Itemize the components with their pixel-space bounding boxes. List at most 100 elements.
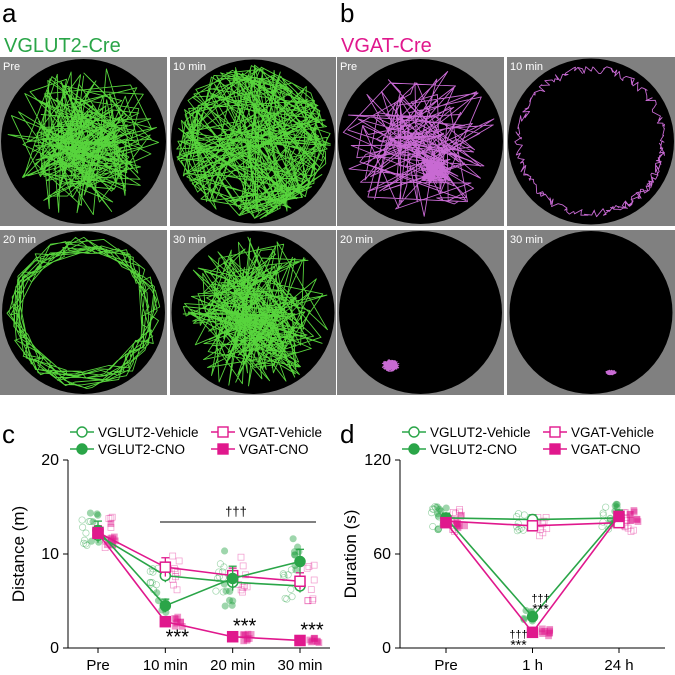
individual-point: [146, 578, 154, 586]
individual-point: [107, 524, 115, 531]
individual-point: [454, 522, 461, 530]
individual-point: [171, 615, 179, 622]
individual-point: [613, 500, 621, 508]
individual-point: [541, 627, 549, 635]
individual-point: [212, 587, 220, 595]
locomotion-track: [176, 64, 331, 219]
individual-point: [148, 579, 156, 587]
legend-entry: VGLUT2-Vehicle: [70, 425, 199, 440]
individual-point: [170, 581, 177, 589]
individual-point: [307, 638, 315, 646]
individual-point: [454, 519, 461, 527]
individual-point: [627, 517, 635, 525]
series-line: [97, 529, 301, 607]
individual-point: [633, 515, 641, 523]
individual-point: [307, 586, 315, 593]
individual-point: [434, 510, 442, 518]
individual-point: [456, 506, 463, 513]
legend-entry: VGAT-CNO: [543, 442, 641, 457]
individual-point: [430, 505, 438, 513]
significance-stars: ***: [233, 616, 257, 638]
individual-point: [429, 522, 437, 531]
individual-point: [546, 629, 554, 637]
individual-point: [228, 601, 236, 609]
locomotion-track: [381, 359, 400, 372]
arena-time-label: 30 min: [173, 234, 206, 246]
locomotion-track: [605, 369, 617, 376]
individual-point: [428, 505, 437, 513]
individual-point: [630, 526, 637, 534]
individual-point: [86, 517, 95, 525]
individual-point: [538, 520, 546, 528]
individual-point: [433, 503, 441, 511]
individual-point: [432, 504, 440, 512]
individual-point: [434, 526, 442, 534]
individual-point: [172, 567, 180, 574]
locomotion-track: [6, 236, 161, 390]
individual-point: [215, 568, 223, 576]
legend-entry: VGLUT2-Vehicle: [402, 425, 531, 440]
legend-label: VGAT-Vehicle: [571, 425, 654, 440]
individual-point: [226, 587, 234, 595]
individual-point: [152, 581, 160, 589]
individual-point: [310, 635, 318, 642]
individual-point: [216, 560, 224, 568]
individual-point: [304, 597, 312, 605]
individual-point: [82, 529, 90, 537]
significance-stars: ***: [300, 619, 324, 641]
legend-marker: [408, 426, 420, 438]
arena-time-label: 10 min: [173, 61, 206, 73]
individual-point: [602, 503, 610, 511]
individual-point: [309, 595, 317, 603]
legend-entry: VGLUT2-CNO: [70, 442, 185, 457]
individual-point: [633, 516, 641, 523]
mean-point: [159, 599, 172, 612]
y-axis-label: Distance (m): [9, 506, 28, 602]
individual-point: [304, 597, 312, 604]
locomotion-track: [514, 66, 665, 218]
mean-point: [294, 555, 306, 568]
individual-point: [83, 541, 91, 549]
significance-dagger: †††: [225, 504, 247, 519]
x-tick-label: 24 h: [604, 657, 633, 674]
individual-point: [221, 602, 229, 610]
x-tick-label: 1 h: [522, 657, 543, 674]
individual-point: [290, 548, 299, 556]
chart-duration: 0 60 120 Pre 1 h 24 h Duration (s) VGLUT2-Vehic…: [341, 425, 665, 674]
individual-point: [175, 557, 183, 565]
individual-point: [279, 570, 287, 578]
individual-point: [239, 562, 247, 570]
individual-point: [292, 566, 300, 574]
arena-tile: 20 min: [337, 230, 504, 395]
locomotion-track: [342, 71, 495, 217]
individual-point: [169, 552, 177, 560]
individual-point: [539, 529, 547, 537]
individual-point: [306, 636, 314, 644]
individual-point: [108, 513, 116, 521]
individual-point: [540, 517, 548, 525]
arena-time-label: 20 min: [340, 234, 373, 246]
individual-point: [536, 532, 543, 540]
individual-point: [309, 637, 316, 645]
legend-entry: VGLUT2-CNO: [402, 442, 517, 457]
individual-point: [545, 630, 553, 637]
individual-point: [288, 593, 296, 601]
individual-point: [225, 596, 234, 604]
individual-point: [515, 510, 523, 518]
panel-d-letter: d: [340, 419, 354, 449]
individual-point: [435, 524, 443, 533]
individual-point: [219, 588, 227, 596]
legend-marker: [549, 426, 561, 438]
individual-point: [449, 509, 457, 516]
x-tick-label: 20 min: [210, 657, 255, 674]
individual-point: [515, 525, 523, 533]
individual-point: [239, 584, 247, 591]
mean-point: [294, 634, 306, 647]
legend-label: VGAT-Vehicle: [239, 425, 322, 440]
mean-point: [613, 510, 625, 523]
individual-point: [428, 509, 436, 517]
individual-point: [88, 537, 96, 545]
individual-point: [538, 625, 546, 633]
arena-disk: [1, 59, 166, 224]
